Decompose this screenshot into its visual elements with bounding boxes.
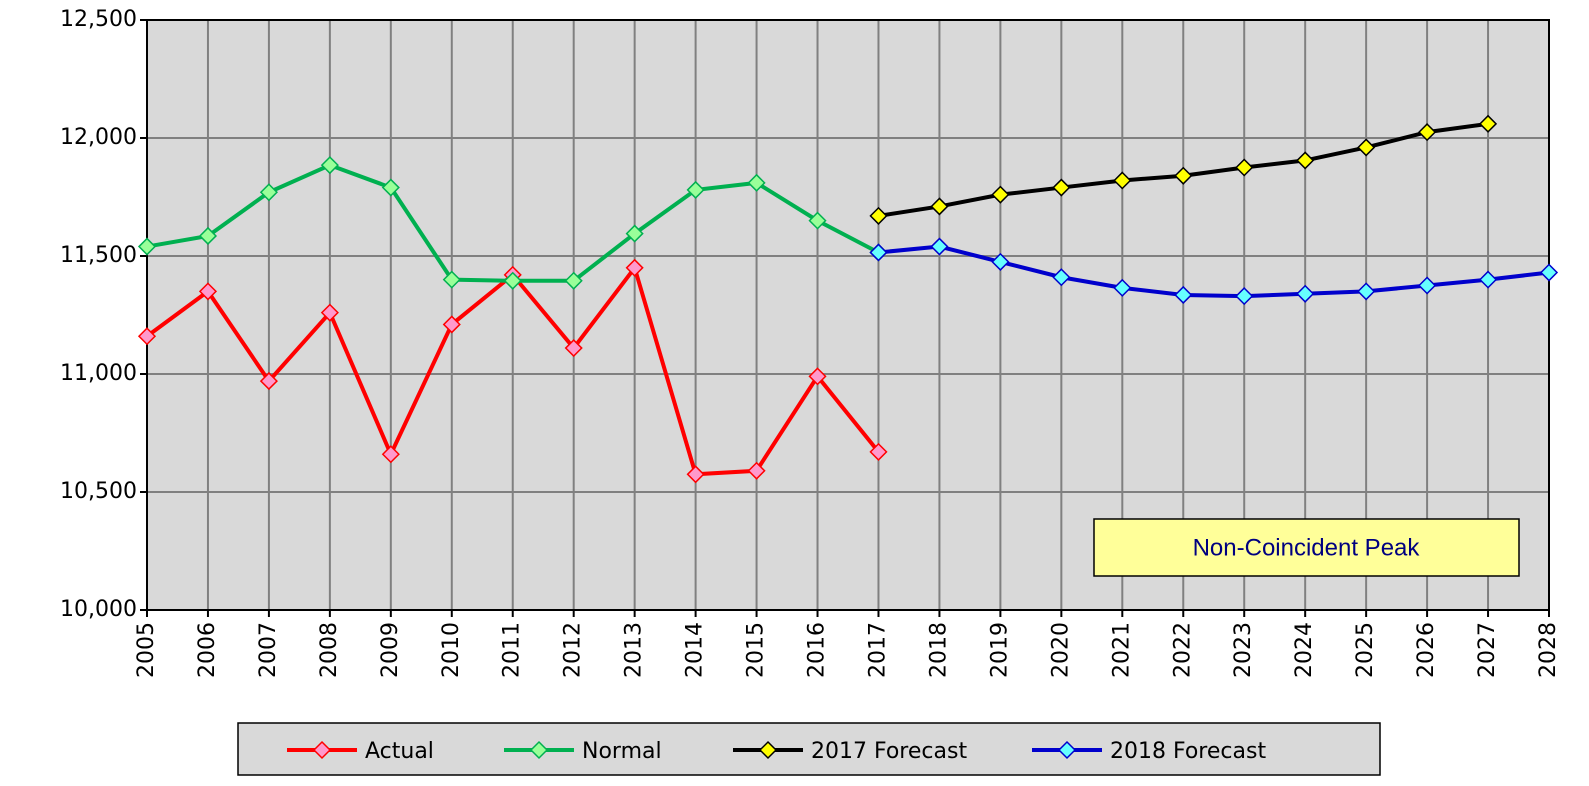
x-tick-label: 2025	[1353, 622, 1378, 678]
y-tick-label: 11,000	[60, 361, 137, 386]
point	[381, 445, 400, 464]
x-tick-label: 2010	[439, 622, 464, 678]
x-tick-label: 2007	[256, 622, 281, 678]
point	[1174, 166, 1193, 185]
point	[1478, 114, 1498, 133]
x-tick-label: 2022	[1170, 622, 1195, 678]
x-tick-label: 2009	[378, 622, 403, 678]
point	[1478, 270, 1498, 289]
point	[1235, 158, 1254, 177]
legend-marker	[529, 740, 549, 760]
point	[747, 461, 766, 480]
point	[1296, 151, 1315, 170]
point	[991, 252, 1010, 271]
point	[1357, 138, 1376, 157]
x-tick-label: 2027	[1475, 622, 1500, 678]
point	[1539, 263, 1559, 282]
x-tick-label: 2026	[1414, 622, 1439, 678]
x-tick-label: 2016	[805, 622, 830, 678]
point	[442, 270, 461, 289]
point	[381, 178, 400, 197]
point	[747, 173, 766, 192]
point	[1174, 285, 1193, 305]
series-line	[878, 244, 1550, 299]
annotation-box	[1093, 518, 1520, 577]
legend-label: Actual	[365, 739, 434, 764]
point	[1113, 278, 1132, 297]
point	[930, 237, 949, 256]
point	[808, 211, 827, 230]
y-tick-label: 11,500	[60, 243, 137, 268]
y-tick-label: 10,000	[60, 597, 137, 622]
point	[442, 315, 461, 334]
point	[1296, 284, 1315, 303]
point	[564, 271, 583, 290]
x-tick-label: 2005	[134, 622, 159, 678]
x-tick-label: 2012	[561, 622, 586, 678]
point	[320, 303, 339, 322]
point	[1052, 178, 1071, 197]
point	[198, 282, 218, 301]
point	[625, 224, 644, 243]
y-tick-label: 12,500	[60, 7, 137, 32]
x-tick-label: 2014	[683, 622, 708, 678]
point	[686, 465, 705, 484]
point	[137, 327, 157, 346]
point	[259, 372, 278, 391]
point	[503, 271, 522, 290]
point	[930, 197, 949, 216]
x-tick-label: 2006	[195, 622, 220, 678]
point	[137, 237, 157, 256]
plot-border	[146, 19, 1550, 611]
x-tick-label: 2024	[1292, 622, 1317, 678]
x-tick-label: 2017	[865, 622, 890, 678]
plot-area	[147, 20, 1549, 610]
y-tick-label: 12,000	[60, 125, 137, 150]
point	[1235, 287, 1254, 306]
x-tick-label: 2019	[987, 622, 1012, 678]
x-tick-label: 2015	[744, 622, 769, 678]
point	[869, 206, 888, 225]
point	[808, 367, 827, 386]
point	[1418, 276, 1437, 295]
point	[625, 258, 644, 277]
point	[1052, 268, 1071, 287]
legend-label: Normal	[582, 739, 662, 764]
point	[869, 243, 888, 262]
x-tick-label: 2021	[1109, 622, 1134, 678]
point	[1113, 171, 1132, 190]
legend-label: 2018 Forecast	[1110, 739, 1266, 764]
x-tick-label: 2028	[1536, 622, 1561, 678]
legend	[237, 722, 1381, 776]
point	[564, 338, 583, 358]
x-tick-label: 2020	[1048, 622, 1073, 678]
point	[198, 226, 218, 246]
annotation: Non-Coincident Peak	[1193, 534, 1421, 561]
x-tick-label: 2023	[1231, 622, 1256, 678]
y-tick-label: 10,500	[60, 479, 137, 504]
legend-label: 2017 Forecast	[811, 739, 967, 764]
x-tick-label: 2018	[926, 622, 951, 678]
legend-marker	[758, 740, 778, 760]
point	[1357, 282, 1376, 301]
point	[869, 442, 888, 461]
point	[1418, 123, 1437, 142]
point	[991, 185, 1010, 204]
point	[320, 156, 339, 175]
legend-marker	[1057, 740, 1077, 760]
x-tick-label: 2011	[500, 622, 525, 678]
x-tick-label: 2013	[622, 622, 647, 678]
point	[259, 183, 278, 202]
legend-marker	[312, 740, 332, 760]
x-tick-label: 2008	[317, 622, 342, 678]
point	[686, 180, 705, 199]
